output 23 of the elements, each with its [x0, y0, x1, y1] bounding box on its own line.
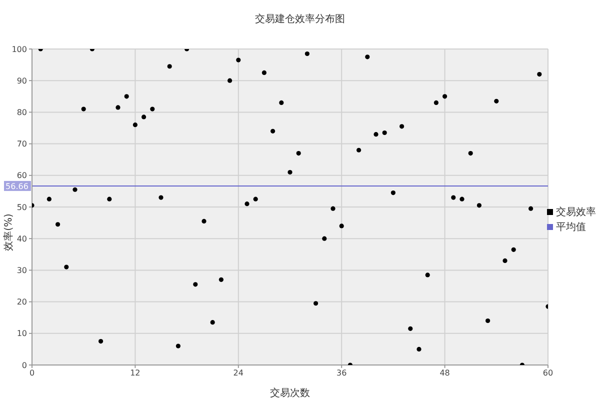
y-tick-label: 40	[16, 234, 27, 244]
chart-title: 交易建仓效率分布图	[254, 12, 346, 26]
legend-label: 交易效率	[555, 206, 596, 220]
y-tick-label: 10	[16, 329, 27, 338]
x-axis-title: 交易次数	[270, 387, 310, 398]
y-axis-title: 效率(%)	[2, 214, 14, 251]
legend-label: 平均值	[555, 221, 587, 235]
annotation: 56.66	[6, 182, 28, 191]
x-tick-label: 60	[542, 368, 554, 378]
x-tick-label: 12	[130, 368, 140, 378]
y-tick-label: 20	[16, 298, 27, 307]
y-tick-label: 90	[16, 76, 27, 86]
y-tick-label: 60	[16, 171, 27, 180]
y-tick-label: 100	[12, 44, 27, 54]
x-tick-label: 0	[29, 368, 35, 378]
x-tick-label: 24	[233, 368, 244, 378]
y-tick-label: 70	[16, 140, 27, 149]
y-tick-label: 50	[16, 202, 27, 212]
y-tick-label: 30	[16, 266, 27, 276]
y-tick-label: 0	[22, 360, 27, 370]
x-tick-label: 48	[440, 368, 450, 378]
x-tick-label: 36	[336, 368, 347, 378]
y-tick-label: 80	[16, 108, 27, 118]
